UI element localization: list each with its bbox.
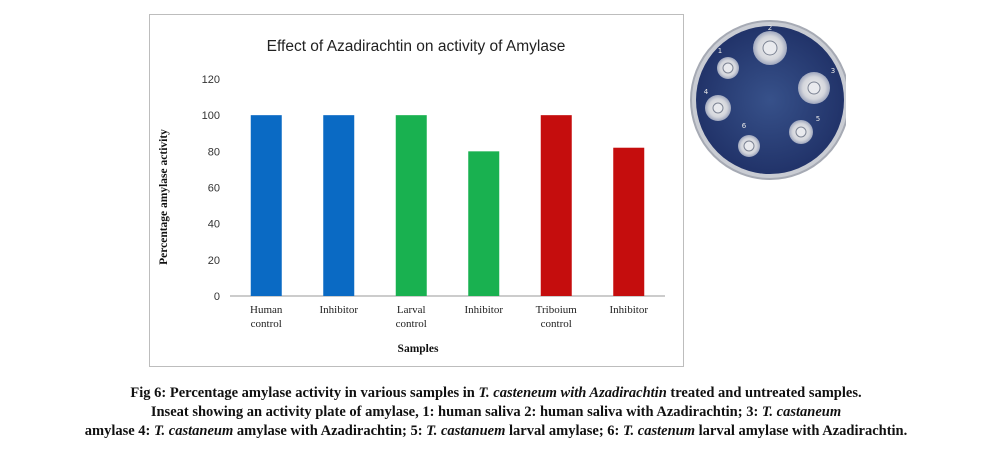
bar xyxy=(250,115,282,297)
y-axis-title: Percentage amylase activity xyxy=(158,129,170,265)
y-tick-label: 80 xyxy=(208,146,220,158)
y-tick-label: 0 xyxy=(214,291,220,303)
caption-run: T. castenum xyxy=(623,423,695,439)
activity-plate-inset: 2 1 3 4 5 6 xyxy=(690,18,846,180)
caption-line-3: amylase 4: T. castaneum amylase with Aza… xyxy=(0,422,992,441)
caption-run: Inseat showing an activity plate of amyl… xyxy=(150,404,762,420)
caption-run: T. castaneum xyxy=(154,423,234,439)
caption-run: T. castanuem xyxy=(426,423,506,439)
caption-run: amylase with Azadirachtin; 5: xyxy=(233,423,427,439)
x-tick-label: Inhibitor xyxy=(320,304,359,316)
x-tick-label: Inhibitor xyxy=(465,304,504,316)
x-tick-label: control xyxy=(251,318,282,330)
sample-well xyxy=(743,140,755,152)
sample-well xyxy=(712,102,724,114)
caption-run: amylase 4: xyxy=(84,423,155,439)
chart-panel: Effect of Azadirachtin on activity of Am… xyxy=(149,14,684,367)
x-tick-label: control xyxy=(541,318,572,330)
plate-well-label: 6 xyxy=(742,122,747,130)
x-tick-label: Human xyxy=(250,304,283,316)
plate-well-label: 2 xyxy=(768,24,772,32)
y-tick-label: 60 xyxy=(208,183,220,195)
sample-well xyxy=(807,81,821,95)
x-tick-label: Larval xyxy=(397,304,426,316)
caption-run: larval amylase; 6: xyxy=(505,423,623,439)
x-tick-label: control xyxy=(396,318,427,330)
x-tick-label: Triboium xyxy=(536,304,578,316)
bar xyxy=(395,115,427,297)
caption-run: T. castaneum xyxy=(761,404,842,420)
plate-well-label: 5 xyxy=(816,115,820,123)
sample-well xyxy=(795,126,807,138)
activity-plate-image: 2 1 3 4 5 6 xyxy=(690,18,846,180)
caption-line-2: Inseat showing an activity plate of amyl… xyxy=(0,403,992,422)
chart-title: Effect of Azadirachtin on activity of Am… xyxy=(267,38,566,55)
x-tick-label: Inhibitor xyxy=(610,304,649,316)
bar xyxy=(468,151,500,296)
y-tick-label: 120 xyxy=(202,74,220,86)
caption-run: Fig 6: Percentage amylase activity in va… xyxy=(130,385,479,401)
sample-well xyxy=(722,62,734,74)
y-tick-label: 20 xyxy=(208,255,220,267)
x-axis-title: Samples xyxy=(398,343,439,355)
sample-well xyxy=(762,40,778,56)
bar xyxy=(540,115,572,297)
caption-line-1: Fig 6: Percentage amylase activity in va… xyxy=(0,384,992,403)
bar-chart: Effect of Azadirachtin on activity of Am… xyxy=(158,38,665,355)
y-tick-label: 100 xyxy=(202,110,220,122)
bar xyxy=(613,147,645,296)
figure-caption: Fig 6: Percentage amylase activity in va… xyxy=(0,384,992,441)
bar xyxy=(323,115,355,297)
plate-well-label: 4 xyxy=(704,88,709,96)
plate-well-label: 1 xyxy=(718,47,722,55)
caption-run: T. casteneum with Azadirachtin xyxy=(478,385,667,401)
caption-run: larval amylase with Azadirachtin. xyxy=(694,423,908,439)
plate-well-label: 3 xyxy=(831,67,835,75)
y-tick-label: 40 xyxy=(208,219,220,231)
caption-run: treated and untreated samples. xyxy=(666,385,862,401)
